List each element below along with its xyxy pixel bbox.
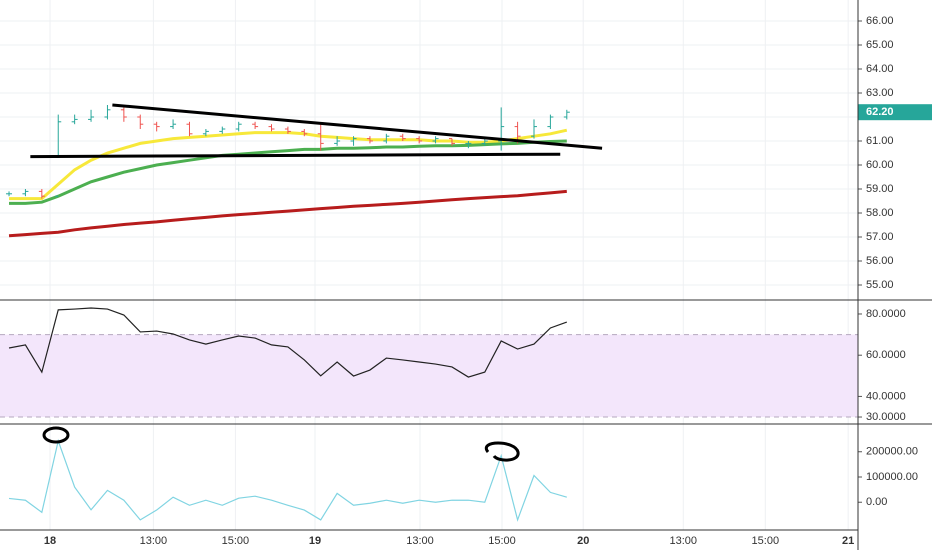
- x-tick-label: 18: [44, 535, 56, 547]
- y-tick-label: 66.00: [866, 15, 894, 27]
- y-tick-label: 65.00: [866, 39, 894, 51]
- circle-annotation: [42, 426, 70, 444]
- y-tick-label: 60.0000: [866, 349, 906, 361]
- x-tick-label: 21: [842, 535, 854, 547]
- indicator-line: [8, 307, 568, 378]
- y-tick-label: 61.00: [866, 135, 894, 147]
- y-tick-label: 55.00: [866, 279, 894, 291]
- y-tick-label: 64.00: [866, 63, 894, 75]
- moving-average: [9, 139, 567, 205]
- y-tick-label: 30.0000: [866, 411, 906, 423]
- indicator-line: [8, 438, 567, 522]
- x-tick-label: 15:00: [488, 535, 516, 547]
- circle-annotation: [484, 441, 520, 462]
- y-tick-label: 63.00: [866, 87, 894, 99]
- x-tick-label: 13:00: [406, 535, 434, 547]
- last-price-box: [858, 104, 932, 121]
- x-tick-label: 13:00: [670, 535, 698, 547]
- y-tick-label: 60.00: [866, 159, 894, 171]
- y-tick-label: 0.00: [866, 496, 887, 508]
- x-tick-label: 19: [309, 535, 321, 547]
- x-tick-label: 20: [577, 535, 589, 547]
- band: [0, 334, 858, 418]
- trend-line: [112, 103, 603, 150]
- moving-average: [8, 189, 567, 238]
- y-tick-label: 56.00: [866, 255, 894, 267]
- y-tick-label: 40.0000: [866, 390, 906, 402]
- y-tick-label: 59.00: [866, 183, 894, 195]
- last-price-label: 62.20: [866, 106, 894, 118]
- x-tick-label: 15:00: [222, 535, 250, 547]
- x-tick-label: 13:00: [140, 535, 168, 547]
- y-tick-label: 200000.00: [866, 446, 918, 458]
- y-tick-label: 80.0000: [866, 308, 906, 320]
- trend-line: [30, 152, 561, 159]
- y-tick-label: 100000.00: [866, 471, 918, 483]
- y-tick-label: 58.00: [866, 207, 894, 219]
- x-tick-label: 15:00: [752, 535, 780, 547]
- y-tick-label: 57.00: [866, 231, 894, 243]
